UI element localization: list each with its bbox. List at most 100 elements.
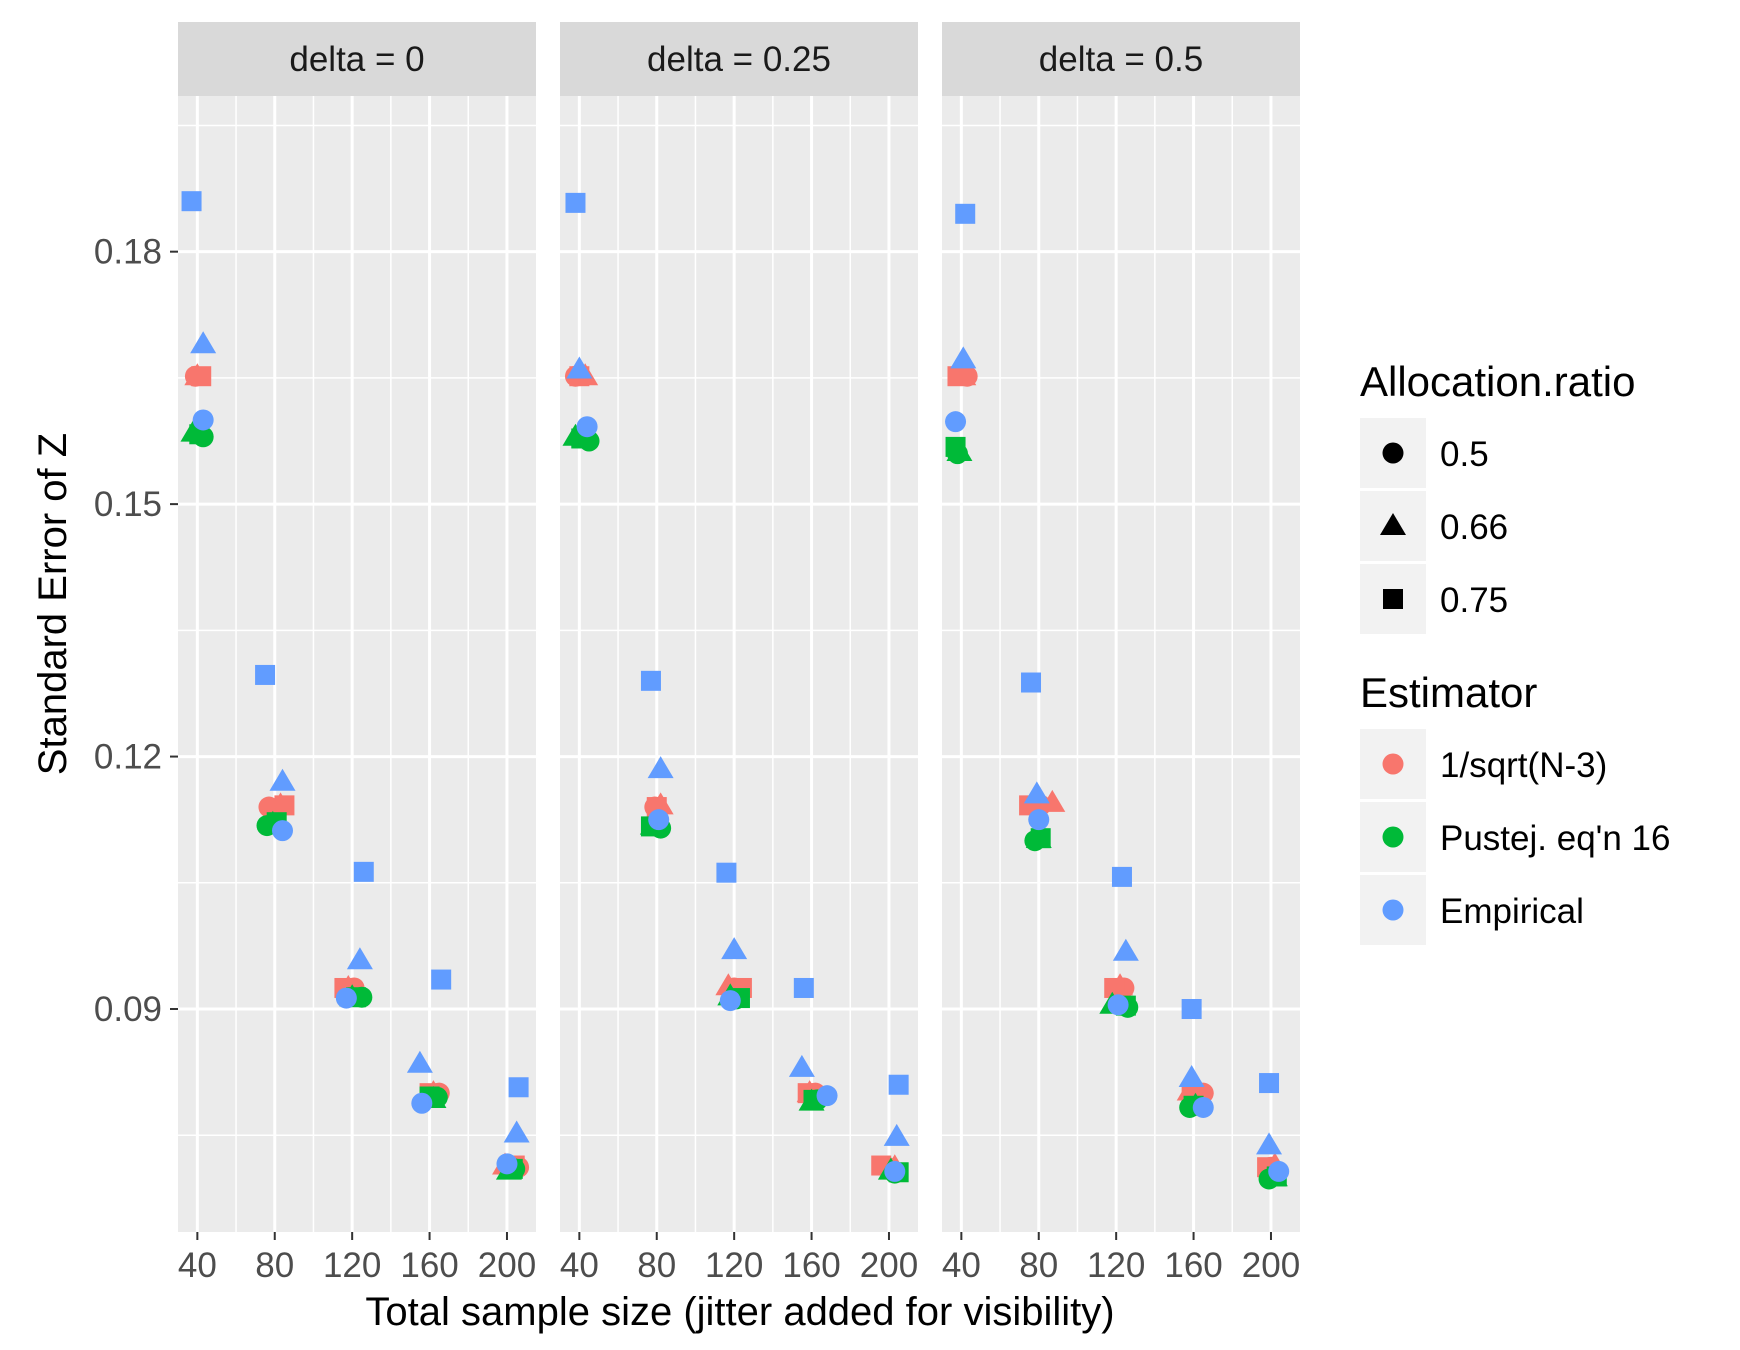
data-point-empirical-0-66 [950, 346, 977, 369]
legend-key-pustej-eq-n-16 [1382, 826, 1404, 848]
data-point-empirical-0-5 [271, 820, 293, 842]
data-point-empirical-0-75 [1259, 1073, 1280, 1094]
legend: Allocation.ratio 0.5 0.66 0.75 Estimator 1/sq… [1360, 358, 1670, 945]
y-axis: 0.09 0.12 0.15 0.18 [94, 233, 178, 1029]
data-point-empirical-0-75 [431, 969, 452, 990]
data-point-empirical-0-5 [1028, 809, 1050, 831]
panel-background [178, 96, 536, 1232]
y-tick-label: 0.15 [94, 485, 162, 524]
data-point-pustej-eq-n-16-0-75 [1030, 828, 1051, 849]
x-tick-label: 200 [1242, 1246, 1300, 1285]
data-point-empirical-0-75 [508, 1077, 529, 1098]
panel-2: delta = 0.25 40 80 120 160 200 [560, 22, 918, 1285]
legend-key-circle [1382, 442, 1404, 464]
legend-title: Estimator [1360, 669, 1537, 716]
data-point-1-sqrt-n-3-0-75 [274, 795, 295, 816]
panel-background [942, 96, 1300, 1232]
data-point-empirical-0-66 [503, 1120, 530, 1143]
data-point-empirical-0-66 [566, 356, 593, 379]
facet-strip [942, 22, 1300, 96]
x-tick-label: 160 [400, 1246, 458, 1285]
data-point-empirical-0-66 [883, 1123, 910, 1146]
data-point-empirical-0-5 [884, 1160, 906, 1182]
data-point-empirical-0-5 [1107, 994, 1129, 1016]
x-tick-label: 40 [942, 1246, 981, 1285]
data-point-pustej-eq-n-16-0-75 [945, 436, 966, 457]
points [945, 203, 1290, 1190]
legend-label: 0.75 [1440, 581, 1508, 620]
data-point-1-sqrt-n-3-0-66 [1039, 789, 1066, 812]
legend-key-empirical [1382, 899, 1404, 921]
legend-label: Pustej. eq'n 16 [1440, 819, 1670, 858]
y-tick-label: 0.09 [94, 990, 162, 1029]
facet-strip [178, 22, 536, 96]
data-point-empirical-0-5 [1268, 1160, 1290, 1182]
y-tick-label: 0.12 [94, 738, 162, 777]
data-point-empirical-0-75 [565, 192, 586, 213]
x-tick-label: 160 [1164, 1246, 1222, 1285]
data-point-empirical-0-5 [1192, 1096, 1214, 1118]
x-tick-label: 160 [782, 1246, 840, 1285]
legend-allocation-ratio: Allocation.ratio 0.5 0.66 0.75 [1360, 358, 1635, 634]
data-point-empirical-0-75 [793, 977, 814, 998]
points [562, 192, 910, 1184]
data-point-empirical-0-66 [788, 1054, 815, 1077]
x-tick-label: 200 [478, 1246, 536, 1285]
legend-label: Empirical [1440, 892, 1584, 931]
x-tick-label: 40 [178, 1246, 217, 1285]
facet-strip-label: delta = 0.5 [1039, 40, 1203, 79]
x-tick-label: 200 [860, 1246, 918, 1285]
data-point-empirical-0-75 [353, 861, 374, 882]
legend-label: 0.66 [1440, 508, 1508, 547]
data-point-1-sqrt-n-3-0-75 [191, 366, 212, 387]
data-point-empirical-0-66 [1112, 938, 1139, 961]
data-point-empirical-0-66 [190, 331, 217, 354]
legend-estimator: Estimator 1/sqrt(N-3) Pustej. eq'n 16 Empir… [1360, 669, 1670, 945]
x-tick-label: 80 [255, 1246, 294, 1285]
x-tick-label: 120 [1087, 1246, 1145, 1285]
legend-label: 0.5 [1440, 435, 1489, 474]
data-point-empirical-0-5 [719, 990, 741, 1012]
data-point-empirical-0-75 [181, 191, 202, 212]
data-point-empirical-0-5 [192, 409, 214, 431]
facet-strip-label: delta = 0.25 [647, 40, 831, 79]
data-point-empirical-0-5 [411, 1092, 433, 1114]
data-point-empirical-0-75 [1021, 672, 1042, 693]
x-tick-label: 80 [637, 1246, 676, 1285]
x-tick-label: 40 [560, 1246, 599, 1285]
y-tick-label: 0.18 [94, 233, 162, 272]
legend-label: 1/sqrt(N-3) [1440, 746, 1607, 785]
facet-strip [560, 22, 918, 96]
legend-key-triangle [1380, 513, 1406, 535]
data-point-empirical-0-5 [648, 809, 670, 831]
data-point-1-sqrt-n-3-0-75 [1104, 977, 1125, 998]
data-point-empirical-0-66 [1178, 1065, 1205, 1088]
panel-3: delta = 0.5 40 80 120 160 200 [942, 22, 1300, 1285]
legend-title: Allocation.ratio [1360, 358, 1635, 405]
y-axis-title: Standard Error of Z [31, 433, 75, 775]
data-point-empirical-0-66 [647, 756, 674, 779]
panel-1: delta = 0 40 80 120 160 200 [178, 22, 536, 1285]
data-point-empirical-0-75 [640, 670, 661, 691]
points [180, 191, 530, 1180]
data-point-empirical-0-66 [346, 947, 373, 970]
data-point-empirical-0-75 [716, 862, 737, 883]
data-point-empirical-0-75 [955, 203, 976, 224]
data-point-empirical-0-5 [335, 987, 357, 1009]
data-point-empirical-0-5 [496, 1153, 518, 1175]
data-point-empirical-0-75 [1181, 999, 1202, 1020]
legend-key-1-sqrt-n-3 [1382, 753, 1404, 775]
data-point-empirical-0-66 [1023, 781, 1050, 804]
data-point-empirical-0-75 [888, 1074, 909, 1095]
x-axis-title: Total sample size (jitter added for visi… [365, 1290, 1114, 1334]
panel-background [560, 96, 918, 1232]
data-point-empirical-0-5 [576, 416, 598, 438]
panels-layer: delta = 0 40 80 120 160 200 delta = 0.25 40 80 12… [178, 22, 1300, 1285]
x-tick-label: 120 [323, 1246, 381, 1285]
data-point-empirical-0-75 [255, 664, 276, 685]
data-point-empirical-0-5 [816, 1085, 838, 1107]
facet-strip-label: delta = 0 [289, 40, 424, 79]
data-point-empirical-0-66 [721, 937, 748, 960]
x-tick-label: 80 [1019, 1246, 1058, 1285]
